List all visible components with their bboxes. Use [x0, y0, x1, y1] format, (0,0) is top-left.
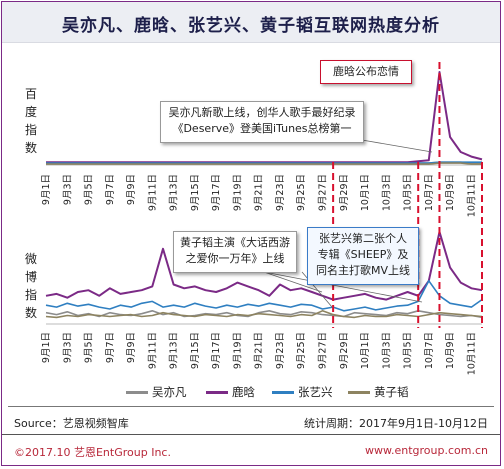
x-tick-label: 9月7日: [105, 332, 116, 363]
legend-item-huangzitao: 黄子韬: [348, 384, 409, 400]
x-tick-label: 9月17日: [211, 174, 222, 211]
legend-swatch: [206, 391, 228, 394]
title-bar: 吴亦凡、鹿晗、张艺兴、黄子韬互联网热度分析: [2, 2, 500, 43]
website-link[interactable]: www.entgroup.com.cn: [365, 444, 488, 457]
legend-item-zhangyixing: 张艺兴: [272, 384, 333, 400]
top-label-char: 数: [24, 141, 37, 155]
x-tick-label: 9月11日: [147, 332, 158, 369]
x-tick-label: 10月11日: [466, 174, 477, 217]
hzt-annotation: 黄子韬主演《大话西游 之爱你一万年》上线: [173, 231, 297, 273]
series-line-吴亦凡: [45, 309, 483, 319]
x-tick-label: 9月27日: [318, 174, 329, 211]
top-label-char: 度: [24, 105, 37, 119]
series-line-黄子韬: [45, 309, 483, 319]
x-tick-label: 9月13日: [169, 174, 180, 211]
x-tick-label: 9月15日: [190, 332, 201, 369]
bottom-panel-label: 微 博 指 数: [24, 250, 38, 322]
source-text: Source：艺恩视频智库: [14, 417, 129, 430]
zyx-annotation-line: 张艺兴第二张个人: [319, 232, 407, 245]
footer-divider: [8, 406, 494, 407]
zyx-annotation-line: 同名主打歌MV上线: [315, 264, 410, 277]
x-tick-label: 10月7日: [424, 174, 435, 211]
baidu-index-panel: 9月1日 9月3日 9月5日 9月7日 9月9日 9月11日 9月13日 9月15日 9月17日…: [41, 71, 483, 217]
x-tick-label: 9月11日: [147, 174, 158, 211]
x-tick-label: 9月29日: [339, 332, 350, 369]
legend-swatch: [126, 391, 148, 394]
x-tick-label: 9月27日: [318, 332, 329, 369]
series-line-张艺兴: [45, 279, 483, 312]
x-tick-label: 10月5日: [403, 174, 414, 211]
top-label-char: 百: [24, 87, 37, 101]
x-tick-label: 10月3日: [381, 332, 392, 369]
wyf-annotation-line: 《Deserve》登美国iTunes总榜第一: [172, 122, 352, 135]
chart-canvas: 9月1日 9月3日 9月5日 9月7日 9月9日 9月11日 9月13日 9月15日 9月17日…: [41, 62, 483, 375]
bottom-label-char: 博: [24, 270, 37, 284]
x-tick-label: 9月9日: [126, 332, 137, 363]
x-tick-label: 9月29日: [339, 174, 350, 211]
series-line-鹿晗: [46, 71, 483, 164]
wyf-annotation: 吴亦凡新歌上线，创华人歌手最好纪录 《Deserve》登美国iTunes总榜第一: [160, 101, 364, 143]
x-tick-label: 9月25日: [296, 174, 307, 211]
hzt-annotation-line: 之爱你一万年》上线: [185, 252, 285, 265]
bottom-label-char: 数: [24, 306, 37, 320]
x-tick-label: 9月21日: [254, 174, 265, 211]
x-tick-label: 10月11日: [466, 332, 477, 375]
x-tick-label: 10月9日: [445, 174, 456, 211]
x-tick-label: 10月5日: [403, 332, 414, 369]
x-tick-label: 10月7日: [424, 332, 435, 369]
top-panel-label: 百 度 指 数: [24, 85, 38, 157]
chart-title: 吴亦凡、鹿晗、张艺兴、黄子韬互联网热度分析: [62, 16, 440, 36]
legend-item-luhan: 鹿晗: [206, 384, 255, 400]
top-label-char: 指: [24, 123, 37, 137]
x-tick-label: 9月13日: [169, 332, 180, 369]
x-tick-label: 9月19日: [232, 174, 243, 211]
x-tick-label: 9月3日: [62, 332, 73, 363]
x-tick-label: 9月25日: [296, 332, 307, 369]
copyright-text: ©2017.10 艺恩EntGroup Inc.: [14, 446, 171, 459]
x-tick-label: 9月23日: [275, 332, 286, 369]
period-text: 统计周期：2017年9月1日-10月12日: [304, 417, 488, 430]
bottom-label-char: 指: [24, 288, 37, 302]
bottom-label-char: 微: [24, 252, 37, 266]
x-tick-label: 9月1日: [41, 174, 52, 205]
series-line-鹿晗: [45, 230, 483, 301]
hzt-annotation-line: 黄子韬主演《大话西游: [180, 236, 290, 249]
series-line-张艺兴: [46, 161, 482, 164]
legend-label: 黄子韬: [374, 385, 409, 399]
x-tick-label: 10月9日: [445, 332, 456, 369]
annotation-leader-line: [263, 271, 423, 303]
luhan-annotation-text: 鹿晗公布恋情: [333, 65, 399, 78]
x-tick-label: 10月1日: [360, 332, 371, 369]
x-tick-label: 9月3日: [62, 174, 73, 205]
zyx-annotation: 张艺兴第二张个人 专辑《SHEEP》及 同名主打歌MV上线: [307, 227, 419, 285]
x-tick-label: 9月5日: [84, 174, 95, 205]
x-tick-label: 9月1日: [41, 332, 52, 363]
legend-label: 鹿晗: [232, 385, 255, 399]
legend-label: 张艺兴: [298, 385, 333, 399]
x-tick-label: 9月15日: [190, 174, 201, 211]
annotation-leader-line: [361, 139, 433, 153]
x-tick-label: 10月1日: [360, 174, 371, 211]
legend-swatch: [348, 391, 370, 394]
x-tick-label: 9月17日: [211, 332, 222, 369]
legend-swatch: [272, 391, 294, 394]
x-tick-label: 9月23日: [275, 174, 286, 211]
x-tick-label: 9月21日: [254, 332, 265, 369]
x-tick-label: 9月5日: [84, 332, 95, 363]
x-tick-label: 9月7日: [105, 174, 116, 205]
series-line-黄子韬: [46, 162, 482, 165]
x-tick-label: 9月19日: [232, 332, 243, 369]
weibo-index-panel: 9月1日 9月3日 9月5日 9月7日 9月9日 9月11日 9月13日 9月15日 9月17日…: [41, 230, 483, 375]
legend-item-wuyifan: 吴亦凡: [126, 384, 187, 400]
x-tick-label: 9月9日: [126, 174, 137, 205]
footer-divider-bottom: [2, 434, 500, 435]
annotation-leader-line: [263, 271, 323, 293]
x-tick-label: 10月3日: [381, 174, 392, 211]
luhan-annotation: 鹿晗公布恋情: [320, 60, 412, 84]
legend-label: 吴亦凡: [152, 385, 187, 399]
zyx-annotation-line: 专辑《SHEEP》及: [317, 248, 409, 261]
wyf-annotation-line: 吴亦凡新歌上线，创华人歌手最好纪录: [168, 106, 356, 119]
